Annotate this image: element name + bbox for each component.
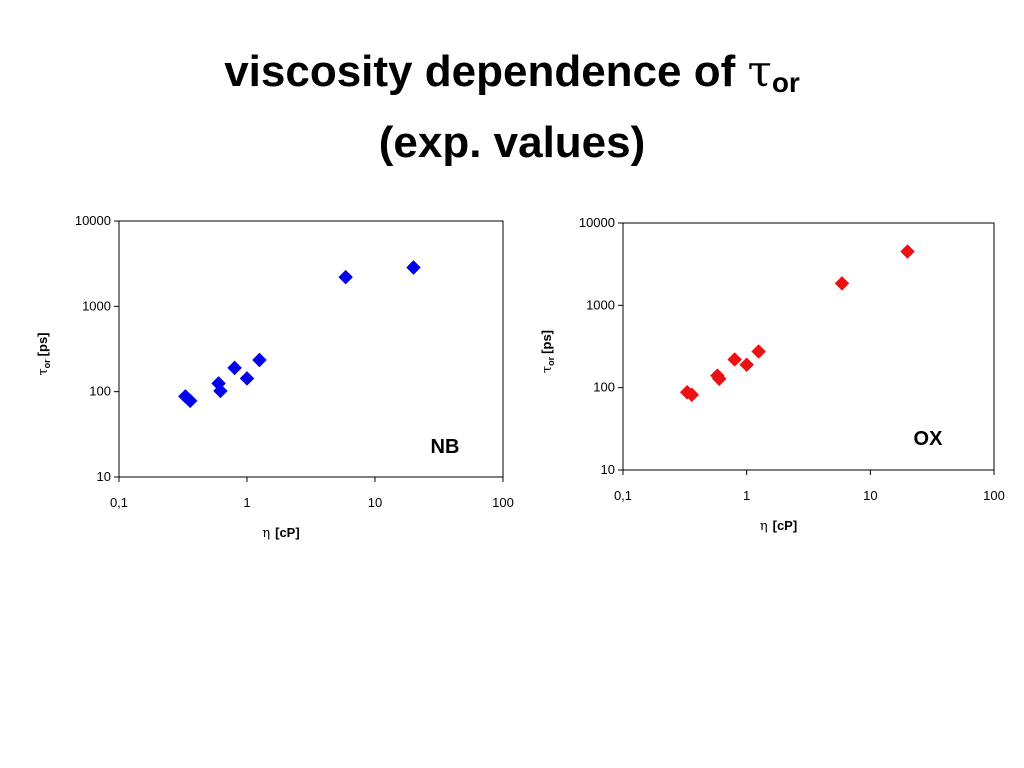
ox-y-tick-label: 10000 [579,215,615,230]
ox-y-axis-unit: [ps] [539,330,554,354]
ox-y-tick-label: 1000 [586,297,615,312]
ox-data-point [727,352,743,367]
ox-data-point [900,244,915,259]
ox-data-point [739,357,755,373]
nb-x-axis-label: η [cP] [262,525,299,541]
nb-y-axis-unit: [ps] [35,332,50,356]
nb-data-point [227,360,242,376]
slide-title: viscosity dependence of τor (exp. values… [0,42,1024,173]
ox-x-tick-label: 10 [863,488,877,503]
nb-x-tick-label: 10 [368,495,382,510]
ox-x-tick-label: 100 [983,488,1005,503]
nb-x-tick-label: 0,1 [110,495,128,510]
ox-y-axis-subscript: or [546,356,556,365]
nb-x-tick-label: 100 [492,495,514,510]
nb-y-axis-label: τor [ps] [35,332,52,375]
nb-y-tick-label: 10 [97,469,111,484]
title-text: viscosity dependence of [224,47,748,96]
ox-data-point [711,371,727,387]
nb-y-axis-symbol: τ [36,368,51,375]
ox-data-point [684,387,700,403]
ox-plot-frame [622,222,995,471]
nb-x-axis-unit: [cP] [275,525,300,540]
ox-data-point [751,344,767,359]
nb-data-point [213,383,228,399]
ox-y-tick-label: 10 [601,462,615,477]
ox-y-axis-label: τor [ps] [539,330,556,373]
title-line-1: viscosity dependence of τor [0,42,1024,113]
nb-y-axis-subscript: or [42,359,52,368]
ox-x-axis-symbol: η [760,519,768,534]
nb-x-axis-symbol: η [262,526,270,541]
ox-data-point [834,275,850,291]
ox-x-axis-label: η [cP] [760,518,797,534]
nb-series-tag: NB [431,436,460,458]
nb-y-tick-label: 100 [89,384,111,399]
nb-data-point [239,371,255,386]
nb-y-tick-label: 1000 [82,298,111,313]
ox-y-tick-label: 100 [593,380,615,395]
tau-symbol: τ [747,46,772,97]
nb-plot-frame [118,220,504,478]
ox-x-axis-unit: [cP] [773,518,798,533]
nb-data-point [182,393,198,409]
ox-series-tag: OX [914,428,944,450]
nb-x-tick-label: 1 [243,495,250,510]
ox-y-axis-symbol: τ [540,366,555,373]
title-line-2: (exp. values) [378,118,646,167]
ox-x-tick-label: 0,1 [614,488,632,503]
ox-x-tick-label: 1 [743,488,750,503]
nb-data-point [338,269,354,285]
nb-data-point [252,352,267,368]
title-subscript: or [771,67,800,98]
nb-data-point [406,260,421,275]
nb-y-tick-label: 10000 [75,213,111,228]
